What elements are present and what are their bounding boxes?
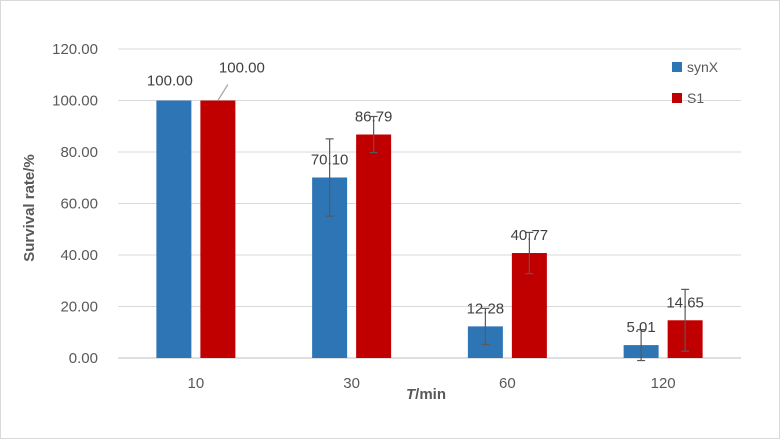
x-axis-ticks: 10 30 60 120: [188, 375, 676, 392]
x-tick-label: 120: [651, 375, 676, 392]
y-axis-ticks: 0.00 20.00 40.00 60.00 80.00 100.00 120.00: [52, 41, 98, 367]
data-labels: 100.00 100.00 70.10 86.79 12.28 40.77 5.01 14.6…: [147, 60, 704, 337]
y-tick-label: 20.00: [60, 299, 98, 316]
legend-label-synx: synX: [687, 59, 719, 75]
error-bars: [325, 115, 690, 362]
bars: [156, 100, 703, 358]
x-tick-label: 30: [343, 375, 360, 392]
x-tick-label: 60: [499, 375, 516, 392]
data-label: 40.77: [511, 227, 549, 244]
y-tick-label: 60.00: [60, 196, 98, 213]
bar-s1-10: [200, 100, 236, 358]
y-tick-label: 40.00: [60, 247, 98, 264]
data-label: 12.28: [467, 300, 505, 317]
data-label: 5.01: [627, 319, 656, 336]
legend: synX S1: [672, 59, 719, 106]
y-axis-label: Survival rate/%: [21, 154, 38, 262]
y-tick-label: 80.00: [60, 144, 98, 161]
bar-s1-30: [356, 134, 392, 358]
y-tick-label: 100.00: [52, 93, 98, 110]
x-tick-label: 10: [188, 375, 205, 392]
legend-swatch-synx: [672, 62, 682, 72]
data-label: 14.65: [666, 294, 704, 311]
y-tick-label: 120.00: [52, 41, 98, 58]
data-label-leader: [217, 84, 229, 101]
legend-label-s1: S1: [687, 90, 704, 106]
x-axis-label-italic: T: [406, 386, 417, 403]
data-label: 70.10: [311, 151, 349, 168]
y-tick-label: 0.00: [69, 350, 98, 367]
data-label: 86.79: [355, 109, 393, 126]
bar-synx-10: [156, 100, 192, 358]
x-axis-label-unit: /min: [415, 386, 446, 403]
data-label: 100.00: [219, 60, 265, 77]
x-axis-label: T/min: [406, 386, 446, 403]
data-label: 100.00: [147, 73, 193, 90]
legend-swatch-s1: [672, 93, 682, 103]
